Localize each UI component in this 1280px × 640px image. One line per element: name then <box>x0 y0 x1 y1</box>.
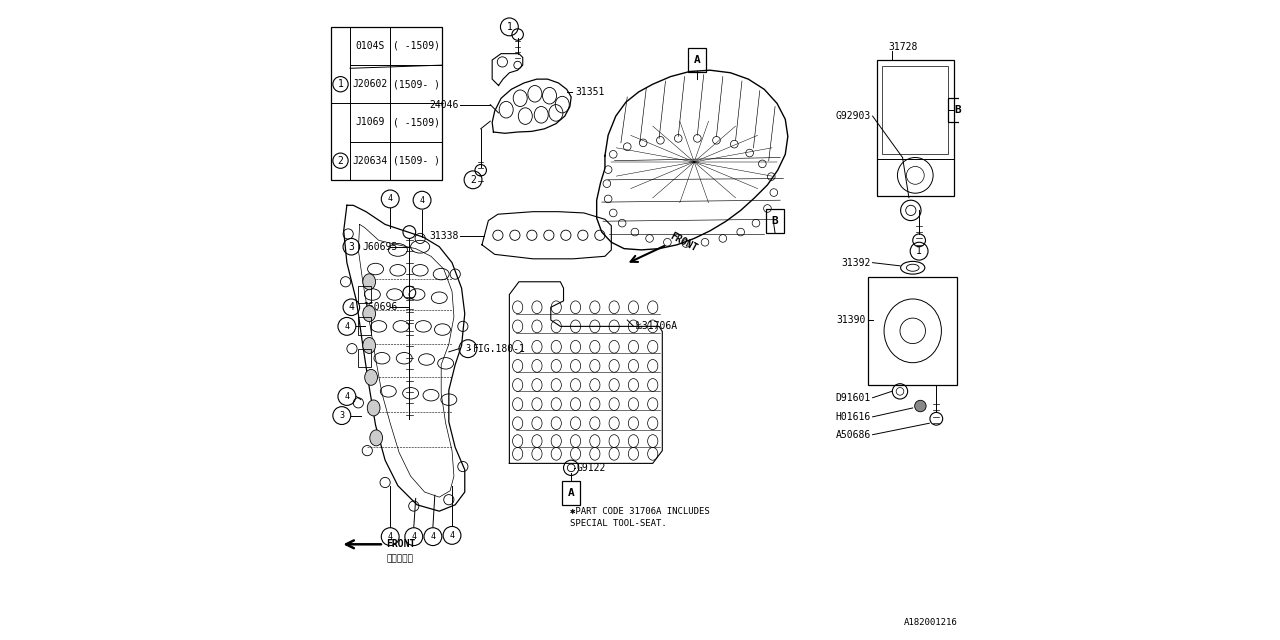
Text: (1509- ): (1509- ) <box>393 156 440 166</box>
Ellipse shape <box>365 369 378 385</box>
Text: A50686: A50686 <box>836 429 870 440</box>
Text: 31392: 31392 <box>841 258 870 268</box>
Text: 31728: 31728 <box>888 42 918 52</box>
Bar <box>689 48 707 72</box>
Ellipse shape <box>370 430 383 446</box>
Text: H01616: H01616 <box>836 412 870 422</box>
Ellipse shape <box>362 337 375 353</box>
Text: SPECIAL TOOL-SEAT.: SPECIAL TOOL-SEAT. <box>570 520 667 529</box>
Text: J60696: J60696 <box>362 302 398 312</box>
Ellipse shape <box>362 306 375 321</box>
Text: 2: 2 <box>470 175 476 185</box>
Text: J1069: J1069 <box>355 118 384 127</box>
Text: 4: 4 <box>344 392 349 401</box>
Bar <box>562 481 580 506</box>
Bar <box>948 98 966 122</box>
Text: B: B <box>772 216 778 226</box>
Text: 3: 3 <box>466 344 471 353</box>
Text: (1509- ): (1509- ) <box>393 79 440 89</box>
Text: 1: 1 <box>338 79 343 89</box>
Text: 31390: 31390 <box>837 315 867 325</box>
Ellipse shape <box>915 400 927 412</box>
Text: G9122: G9122 <box>576 463 605 473</box>
Text: FRONT: FRONT <box>668 231 699 253</box>
Text: 4: 4 <box>411 532 416 541</box>
Text: B: B <box>954 105 961 115</box>
Text: ‱31706A: ‱31706A <box>636 321 677 332</box>
Text: 0104S: 0104S <box>355 41 384 51</box>
Text: ( -1509): ( -1509) <box>393 41 440 51</box>
Text: 2: 2 <box>338 156 343 166</box>
Bar <box>882 67 948 154</box>
Text: 3: 3 <box>339 411 344 420</box>
Text: ( -1509): ( -1509) <box>393 118 440 127</box>
Text: 1: 1 <box>507 22 512 32</box>
Text: 31351: 31351 <box>575 87 604 97</box>
Text: 4: 4 <box>348 302 355 312</box>
Text: FIG.180-1: FIG.180-1 <box>474 344 526 354</box>
Text: 3: 3 <box>348 242 355 252</box>
Text: D91601: D91601 <box>836 393 870 403</box>
Text: A: A <box>568 488 575 499</box>
Text: A182001216: A182001216 <box>904 618 957 627</box>
Bar <box>358 285 371 303</box>
Bar <box>877 60 954 196</box>
Bar <box>767 209 785 234</box>
Text: J20634: J20634 <box>352 156 388 166</box>
Bar <box>358 349 371 367</box>
Text: 4: 4 <box>344 322 349 331</box>
Ellipse shape <box>362 274 375 290</box>
Text: A: A <box>694 55 700 65</box>
Text: ✱PART CODE 31706A INCLUDES: ✱PART CODE 31706A INCLUDES <box>570 507 709 516</box>
Text: FRONT: FRONT <box>387 540 416 549</box>
Text: 4: 4 <box>388 532 393 541</box>
Text: J60695: J60695 <box>362 242 398 252</box>
Text: 4: 4 <box>449 531 454 540</box>
Bar <box>332 27 443 180</box>
Text: 24046: 24046 <box>429 100 458 109</box>
Text: G92903: G92903 <box>836 111 870 121</box>
Bar <box>868 276 957 385</box>
Text: 4: 4 <box>388 195 393 204</box>
Bar <box>358 317 371 335</box>
Text: J20602: J20602 <box>352 79 388 89</box>
Ellipse shape <box>367 400 380 416</box>
Text: 1: 1 <box>916 246 922 256</box>
Text: 4: 4 <box>420 196 425 205</box>
Text: ＜上面図＞: ＜上面図＞ <box>387 554 413 563</box>
Text: 4: 4 <box>430 532 435 541</box>
Text: 31338: 31338 <box>429 231 458 241</box>
